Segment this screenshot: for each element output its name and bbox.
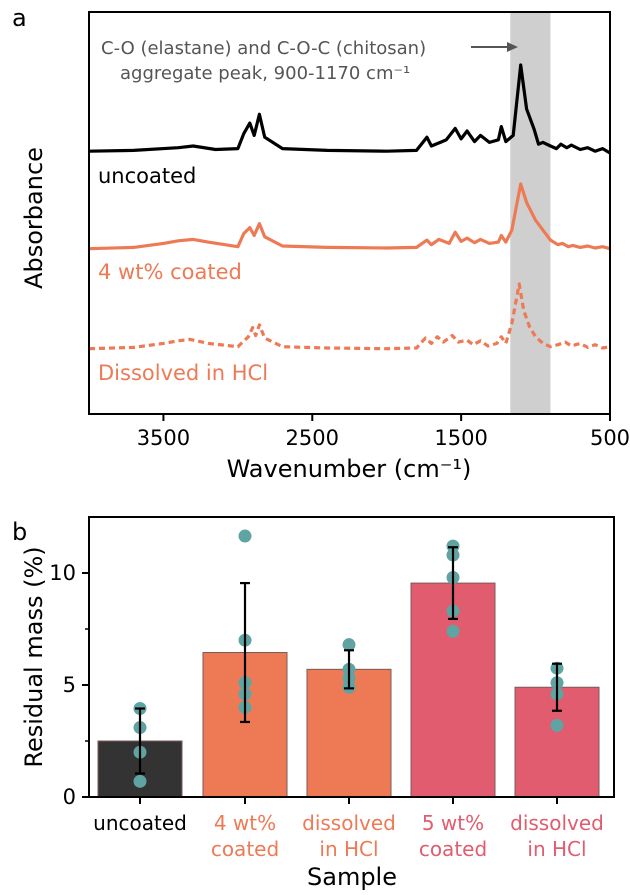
annotation-line-2: aggregate peak, 900-1170 cm⁻¹ xyxy=(120,63,410,84)
trace-label-uncoated: uncoated xyxy=(98,164,196,188)
x-tick-label: 2500 xyxy=(286,426,339,450)
data-point xyxy=(342,638,356,652)
data-point xyxy=(238,529,252,543)
panel-a: a uncoated 4 wt% coated Dissolved in HCl… xyxy=(12,4,630,483)
annotation-arrow-head xyxy=(507,42,518,52)
spectrum-line-2 xyxy=(88,282,611,351)
category-label-line1: 4 wt% xyxy=(214,811,276,835)
panel-b-frame xyxy=(88,516,615,798)
y-tick-label: 10 xyxy=(49,561,76,585)
category-label-line2: coated xyxy=(419,837,487,861)
panel-a-y-label: Absorbance xyxy=(20,147,48,289)
panel-a-label: a xyxy=(12,4,27,32)
x-tick-label: 1500 xyxy=(434,426,487,450)
trace-label-dissolved-hcl: Dissolved in HCl xyxy=(98,361,268,385)
y-tick-label: 0 xyxy=(63,785,76,809)
x-tick-label: 3500 xyxy=(137,426,190,450)
data-point xyxy=(133,774,147,788)
spectrum-line-0 xyxy=(88,63,611,155)
panel-b-label: b xyxy=(12,518,27,546)
category-label-line2: in HCl xyxy=(319,837,378,861)
spectra-traces xyxy=(88,63,611,351)
panel-b-y-ticks: 0 5 10 xyxy=(49,561,89,809)
y-tick-label: 5 xyxy=(63,673,76,697)
annotation-line-1: C-O (elastane) and C-O-C (chitosan) xyxy=(101,38,426,59)
bar-series xyxy=(97,529,600,798)
category-label-line1: 5 wt% xyxy=(422,811,484,835)
panel-a-x-label: Wavenumber (cm⁻¹) xyxy=(227,455,472,483)
category-label-line1: uncoated xyxy=(93,811,187,835)
category-label-line1: dissolved xyxy=(510,811,604,835)
panel-a-frame xyxy=(88,11,611,415)
data-point xyxy=(446,624,460,638)
trace-label-4wt-coated: 4 wt% coated xyxy=(98,260,242,284)
panel-a-x-ticks: 3500 2500 1500 500 xyxy=(137,414,630,450)
spectrum-line-1 xyxy=(88,182,611,251)
panel-b-y-label: Residual mass (%) xyxy=(20,546,48,767)
category-label-line2: coated xyxy=(211,837,279,861)
panel-b-x-label: Sample xyxy=(307,863,397,891)
category-label-line1: dissolved xyxy=(302,811,396,835)
data-point xyxy=(446,539,460,553)
category-label-line2: in HCl xyxy=(527,837,586,861)
x-tick-label: 500 xyxy=(590,426,630,450)
data-point xyxy=(550,718,564,732)
